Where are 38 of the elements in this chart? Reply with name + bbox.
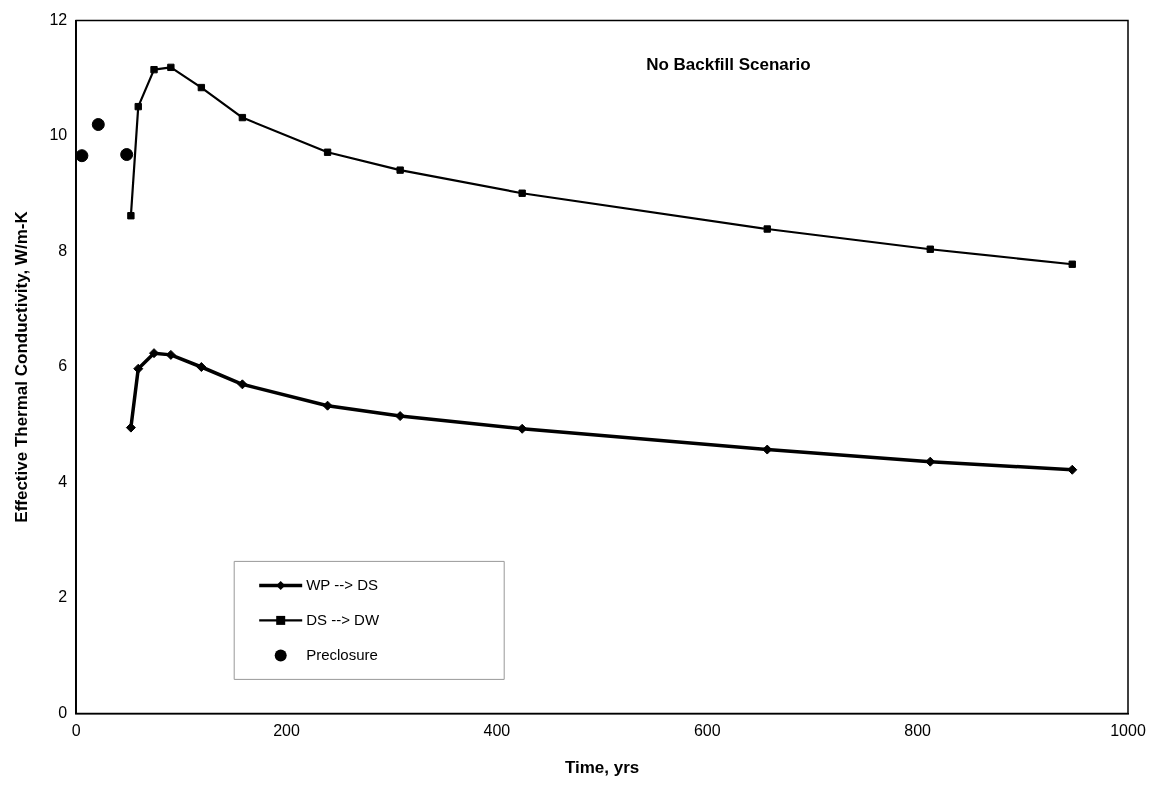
- y-tick-label: 10: [49, 126, 68, 144]
- y-axis-title: Effective Thermal Conductivity, W/m-K: [11, 210, 31, 523]
- point: [197, 83, 206, 92]
- point: [134, 102, 142, 111]
- point: [91, 118, 105, 132]
- x-tick-label: 1000: [1110, 722, 1146, 740]
- x-tick-label: 400: [483, 722, 511, 740]
- x-tick-label: 200: [273, 722, 300, 740]
- point: [396, 166, 404, 174]
- x-tick-label: 600: [693, 722, 721, 740]
- y-tick-label: 6: [58, 357, 68, 375]
- legend-label: DS --> DW: [306, 610, 380, 628]
- y-tick-label: 0: [58, 703, 68, 721]
- y-tick-label: 4: [58, 472, 68, 490]
- legend-label: Preclosure: [306, 645, 378, 663]
- point: [518, 189, 526, 197]
- point: [120, 148, 134, 162]
- point: [150, 65, 158, 74]
- point: [127, 212, 135, 220]
- point: [323, 148, 332, 156]
- x-axis-title: Time, yrs: [564, 758, 640, 778]
- point: [1068, 260, 1076, 268]
- point: [763, 225, 771, 233]
- point: [76, 149, 89, 163]
- y-tick-label: 8: [58, 241, 68, 259]
- x-tick-label: 800: [904, 722, 932, 740]
- point: [926, 245, 934, 253]
- legend-label: WP --> DS: [306, 575, 379, 593]
- point: [167, 63, 175, 72]
- y-tick-label: 12: [49, 11, 68, 29]
- point: [238, 113, 247, 122]
- y-tick-label: 2: [58, 588, 68, 606]
- point: [237, 379, 248, 390]
- x-tick-label: 0: [71, 722, 81, 740]
- point: [133, 363, 144, 374]
- point: [322, 400, 333, 411]
- point: [196, 362, 207, 372]
- annotation: No Backfill Scenario: [646, 55, 811, 75]
